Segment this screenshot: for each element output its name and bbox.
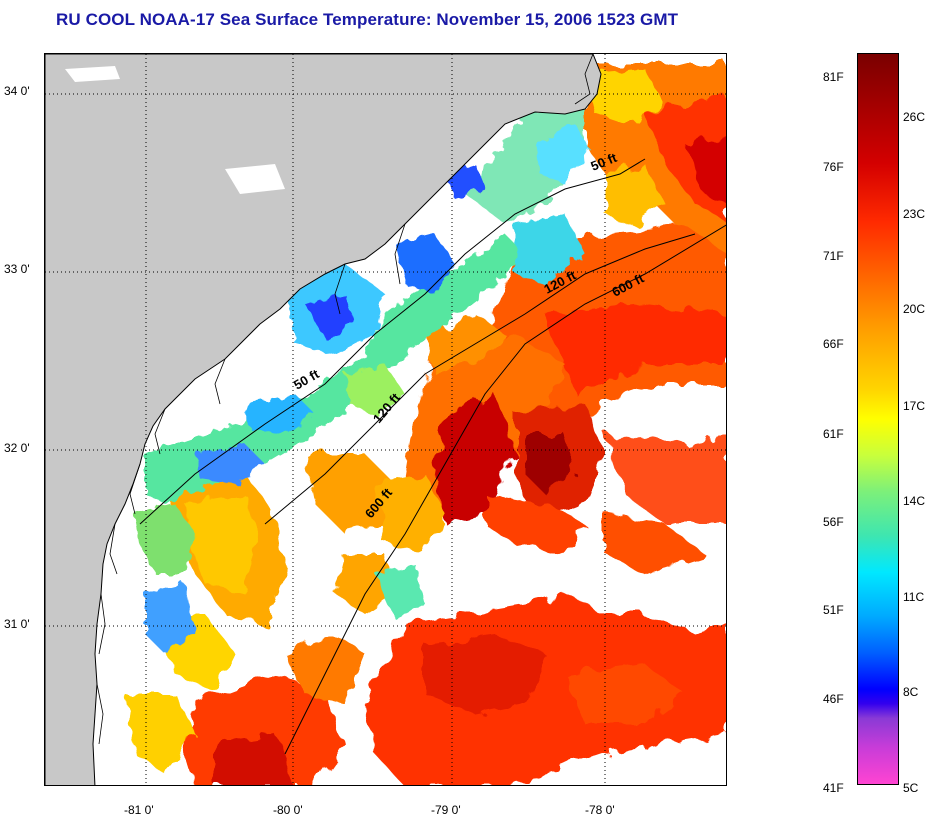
colorbar-label-76f: 76F <box>823 160 844 174</box>
sst-cool-patches <box>135 104 590 654</box>
colorbar-label-5c: 5C <box>903 781 919 795</box>
colorbar-label-17c: 17C <box>903 399 926 413</box>
lon-label-79: -79 0' <box>431 803 461 817</box>
map-title: RU COOL NOAA-17 Sea Surface Temperature:… <box>56 10 679 29</box>
colorbar-label-20c: 20C <box>903 302 926 316</box>
lon-label-81: -81 0' <box>124 803 154 817</box>
lat-label-31: 31 0' <box>4 617 30 631</box>
temperature-colorbar <box>857 53 899 785</box>
colorbar-label-61f: 61F <box>823 427 844 441</box>
colorbar-label-66f: 66F <box>823 337 844 351</box>
colorbar-label-26c: 26C <box>903 110 926 124</box>
lat-label-33: 33 0' <box>4 262 30 276</box>
colorbar-label-41f: 41F <box>823 781 844 795</box>
colorbar-label-11c: 11C <box>903 590 925 604</box>
colorbar-label-56f: 56F <box>823 515 844 529</box>
lat-label-32: 32 0' <box>4 441 30 455</box>
lat-label-34: 34 0' <box>4 84 30 98</box>
sst-map[interactable]: 50 ft 50 ft 120 ft 120 ft 600 ft 600 ft <box>44 53 727 786</box>
colorbar-label-71f: 71F <box>823 249 844 263</box>
land-gaps <box>65 66 285 194</box>
colorbar-label-46f: 46F <box>823 692 844 706</box>
colorbar-label-81f: 81F <box>823 70 844 84</box>
colorbar-label-14c: 14C <box>903 494 926 508</box>
isobath-lines <box>139 158 726 755</box>
sst-mid-patches <box>125 69 665 774</box>
lon-label-80: -80 0' <box>273 803 303 817</box>
colorbar-label-8c: 8C <box>903 685 919 699</box>
sst-warm-patches <box>185 64 726 785</box>
colorbar-label-23c: 23C <box>903 207 926 221</box>
sst-map-canvas: 50 ft 50 ft 120 ft 120 ft 600 ft 600 ft <box>45 54 726 785</box>
colorbar-label-51f: 51F <box>823 603 844 617</box>
lon-label-78: -78 0' <box>585 803 615 817</box>
coastline-detail <box>96 54 594 745</box>
